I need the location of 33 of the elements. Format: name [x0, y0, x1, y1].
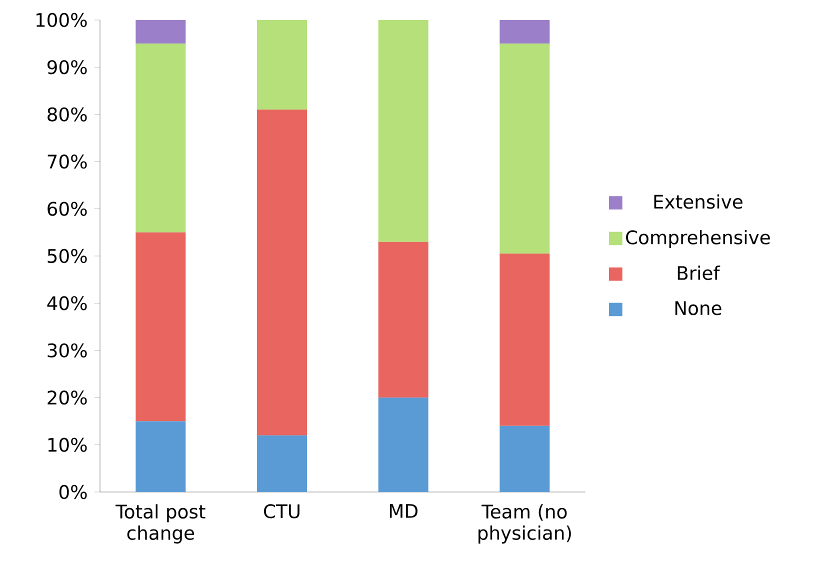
bar [257, 435, 308, 492]
bar [136, 232, 186, 422]
y-tick-label: 30% [48, 343, 87, 358]
text: None [675, 301, 722, 316]
bar [378, 242, 428, 398]
x-tick-label: CTU [264, 504, 300, 518]
text: Brief [678, 266, 720, 280]
y-tick-label: 80% [48, 107, 87, 122]
y-tick-label: 90% [48, 60, 87, 74]
bar [500, 20, 550, 44]
bar [500, 254, 550, 426]
y-tick-label: 100% [36, 12, 87, 28]
legend-label: Extensive [654, 194, 742, 209]
x-tick-label: MD [390, 504, 418, 518]
bar [136, 44, 186, 232]
y-tick-label: 0% [59, 484, 87, 500]
y-tick-label: 40% [47, 296, 87, 310]
y-tick-label: 60% [48, 202, 87, 216]
y-tick-label: 50% [48, 248, 87, 264]
bar [378, 398, 428, 492]
x-tick-label: Team (no physician) [478, 504, 571, 544]
bar [378, 20, 428, 242]
y-tick-label: 70% [48, 154, 87, 169]
bar [136, 20, 186, 44]
bar [136, 421, 186, 492]
y-tick-label: 20% [48, 390, 87, 405]
legend-label: Comprehensive [626, 230, 770, 248]
bar [257, 110, 308, 436]
bar [500, 426, 550, 492]
bar [500, 44, 550, 254]
x-tick-label: Total post change [116, 504, 206, 544]
bar [257, 20, 308, 110]
y-tick-label: 10% [48, 438, 87, 452]
